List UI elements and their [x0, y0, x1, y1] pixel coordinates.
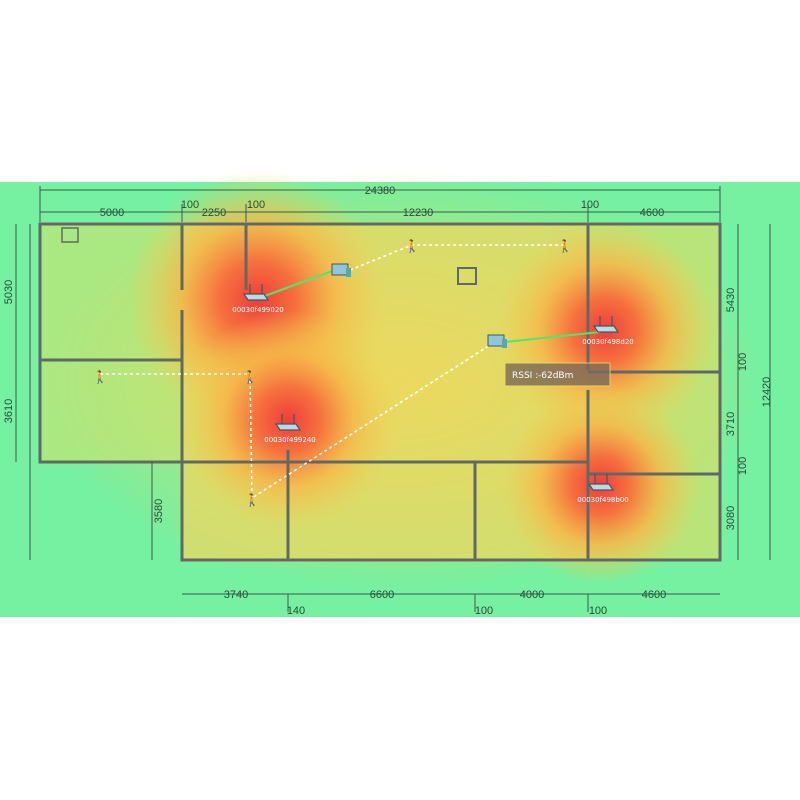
dim-label: 5000: [100, 207, 124, 219]
dim-label: 2250: [202, 207, 226, 219]
person-icon: 🚶: [93, 370, 108, 384]
dim-label: 3740: [224, 589, 248, 601]
heatmap-layer: [40, 170, 760, 590]
dim-label: 100: [247, 199, 265, 211]
dim-label: 12230: [403, 207, 434, 219]
access-point-label: 00030f499020: [232, 306, 283, 314]
person-icon: 🚶: [243, 370, 258, 384]
access-point[interactable]: 00030f498d20: [582, 316, 634, 346]
laptop-icon[interactable]: [331, 263, 351, 277]
dim-label: 100: [181, 199, 199, 211]
rssi-value: -62dBm: [538, 371, 573, 381]
access-point[interactable]: 00030f498b00: [577, 474, 629, 504]
dim-label: 100: [475, 605, 493, 617]
access-point-label: 00030f499240: [264, 436, 315, 444]
rssi-tooltip: RSSI : -62dBm: [504, 362, 611, 387]
access-point-label: 00030f498b00: [577, 496, 628, 504]
rssi-label: RSSI :: [512, 371, 538, 381]
dim-label: 5030: [3, 280, 15, 304]
dim-label: 100: [737, 353, 749, 371]
walls: [38, 222, 722, 562]
access-points: 00030f499020 00030f498d20 00030f499240 0…: [232, 284, 634, 504]
dim-label: 5430: [725, 288, 737, 312]
dim-label: 140: [287, 605, 305, 617]
person-icon: 🚶: [405, 239, 420, 253]
dim-label: 3710: [725, 412, 737, 436]
dim-label: 100: [589, 605, 607, 617]
dim-total-height: 12420: [761, 377, 773, 408]
dimension-lines: [15, 186, 771, 612]
dim-label: 100: [581, 199, 599, 211]
client-links: [261, 269, 601, 343]
laptop-icon[interactable]: [487, 334, 507, 348]
access-point-label: 00030f498d20: [582, 338, 633, 346]
access-point[interactable]: 00030f499020: [232, 284, 284, 314]
walk-paths: [100, 244, 565, 500]
dim-label: 3580: [153, 499, 165, 523]
person-icon: 🚶: [558, 239, 573, 253]
person-icon: 🚶: [245, 493, 260, 507]
dim-label: 6600: [370, 589, 394, 601]
dim-label: 3080: [725, 506, 737, 530]
dim-label: 4000: [520, 589, 544, 601]
access-point[interactable]: 00030f499240: [264, 414, 316, 444]
dim-label: 4600: [642, 589, 666, 601]
clients: 🚶 🚶 🚶 🚶 🚶: [93, 239, 573, 507]
dim-label: 4600: [640, 207, 664, 219]
dimension-labels: 24380 5000 100 2250 100 12230 100 4600 1…: [3, 185, 773, 617]
dim-label: 100: [737, 457, 749, 475]
dim-total-width: 24380: [365, 185, 396, 197]
dim-label: 3610: [3, 399, 15, 423]
